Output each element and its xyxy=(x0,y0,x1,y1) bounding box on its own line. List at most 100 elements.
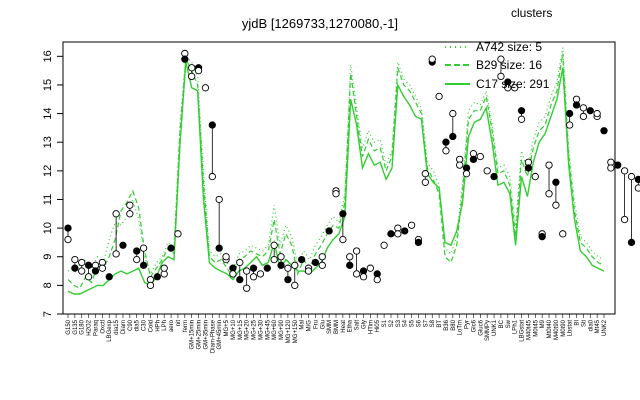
x-tick-label-59: Glc6 xyxy=(471,319,477,332)
x-tick-label-67: M40t45 xyxy=(526,319,532,340)
data-point-58 xyxy=(291,261,299,269)
data-point-49 xyxy=(249,273,258,281)
y-tick-label-3: 10 xyxy=(42,222,54,234)
x-tick-label-54: BT xyxy=(437,320,443,328)
x-tick-label-31: MG+90 xyxy=(279,319,285,340)
data-point-87 xyxy=(414,238,423,247)
data-point-111 xyxy=(517,107,526,115)
data-point-114 xyxy=(524,164,533,172)
x-tick-label-5: Oxctl xyxy=(100,320,106,334)
data-point-45 xyxy=(236,275,244,284)
x-tick-label-53: S8 xyxy=(430,319,436,327)
x-tick-label-27: MG+25 xyxy=(252,319,258,340)
data-point-119 xyxy=(545,190,553,198)
data-point-28 xyxy=(174,230,182,238)
data-point-1 xyxy=(64,235,72,244)
data-point-26 xyxy=(160,264,168,272)
x-tick-label-15: aero xyxy=(169,319,175,332)
x-tick-label-74: BI xyxy=(575,320,581,326)
data-point-79 xyxy=(373,275,381,284)
x-tick-label-32: MG+120 xyxy=(286,319,292,343)
data-point-24 xyxy=(153,273,161,281)
data-point-84 xyxy=(401,227,409,235)
x-tick-label-36: Fru xyxy=(313,320,319,329)
x-tick-label-57: LoTm xyxy=(458,320,464,335)
points-layer xyxy=(64,49,640,292)
data-point-5 xyxy=(78,258,86,267)
data-point-31 xyxy=(188,64,196,72)
x-tick-label-18: GM+15min xyxy=(190,320,196,350)
x-tick-label-0: G150 xyxy=(66,319,72,334)
x-tick-label-70: Mt0t40 xyxy=(547,319,553,338)
x-tick-label-51: S6 xyxy=(416,319,422,327)
data-point-128 xyxy=(579,112,588,121)
data-point-124 xyxy=(565,121,574,129)
legend-label-a742: A742 size: 5 xyxy=(476,40,542,54)
data-point-72 xyxy=(346,261,354,269)
data-point-118 xyxy=(545,161,553,169)
x-tick-label-25: MG+15 xyxy=(238,319,244,340)
data-point-107 xyxy=(497,72,505,81)
series-line-dotted xyxy=(67,47,605,276)
data-point-121 xyxy=(552,201,560,209)
data-point-110 xyxy=(511,84,519,92)
data-point-63 xyxy=(311,258,320,267)
x-tick-label-40: Heat xyxy=(341,320,347,333)
x-tick-label-50: S5 xyxy=(410,319,416,327)
data-point-80 xyxy=(380,241,388,249)
data-point-83 xyxy=(394,230,402,238)
data-point-105 xyxy=(490,172,498,181)
x-tick-label-75: Sti xyxy=(581,320,587,327)
x-tick-label-13: HPh xyxy=(155,320,161,332)
data-point-35 xyxy=(201,84,210,92)
x-tick-label-4: Paraq xyxy=(93,320,99,336)
legend-title: clusters xyxy=(511,6,552,20)
x-tick-label-22: GM+45min xyxy=(217,320,223,350)
x-tick-label-68: M0t45 xyxy=(533,319,539,336)
x-tick-label-29: MG+45 xyxy=(265,319,271,340)
x-tick-label-76: dia0 xyxy=(588,319,594,331)
x-tick-label-7: dia15 xyxy=(114,319,120,334)
x-tick-label-12: Cold xyxy=(148,320,154,332)
data-point-65 xyxy=(318,261,326,269)
data-point-34 xyxy=(194,66,203,75)
x-tick-label-73: Lbstat xyxy=(568,320,574,337)
data-point-6 xyxy=(84,261,93,269)
x-tick-label-48: S3 xyxy=(396,319,402,327)
data-point-123 xyxy=(565,109,574,118)
x-tick-label-16: nit xyxy=(176,320,182,327)
legend-label-b29: B29 size: 16 xyxy=(476,58,542,72)
data-point-41 xyxy=(222,253,230,261)
x-tick-label-47: S2 xyxy=(389,319,395,327)
data-point-36 xyxy=(208,121,216,129)
x-tick-label-10: dia5 xyxy=(135,319,141,331)
x-tick-label-62: UNK1 xyxy=(492,319,498,336)
data-point-13 xyxy=(112,250,120,258)
x-tick-label-1: G135 xyxy=(73,319,79,334)
plot-frame xyxy=(62,41,616,315)
data-point-135 xyxy=(614,161,622,169)
data-point-70 xyxy=(339,235,347,244)
data-point-100 xyxy=(462,170,471,178)
x-tick-label-63: BC xyxy=(499,319,505,328)
data-point-15 xyxy=(119,241,127,249)
data-point-53 xyxy=(270,255,278,264)
x-tick-label-14: LPh xyxy=(162,320,168,331)
data-point-134 xyxy=(607,164,615,172)
x-tick-label-52: S7 xyxy=(423,319,429,327)
data-point-48 xyxy=(249,264,258,272)
x-tick-label-78: UNK2 xyxy=(602,319,608,336)
x-tick-label-42: Salt xyxy=(355,320,361,331)
x-tick-label-39: BMM xyxy=(334,320,340,334)
data-point-18 xyxy=(133,247,141,255)
x-tick-label-2: G180 xyxy=(80,319,86,334)
data-point-139 xyxy=(627,172,636,181)
x-tick-label-46: S1 xyxy=(382,319,388,327)
x-axis: G150 G135 G180 H2O2 Paraq Oxctl LBGexp dia15 Dia… xyxy=(66,314,608,353)
x-tick-label-23: MG+5 xyxy=(224,319,230,336)
data-point-68 xyxy=(332,190,340,198)
y-axis: 7 8 9 10 11 12 13 14 15 16 xyxy=(42,50,63,317)
data-point-38 xyxy=(215,195,223,204)
y-tick-label-6: 13 xyxy=(42,136,54,148)
